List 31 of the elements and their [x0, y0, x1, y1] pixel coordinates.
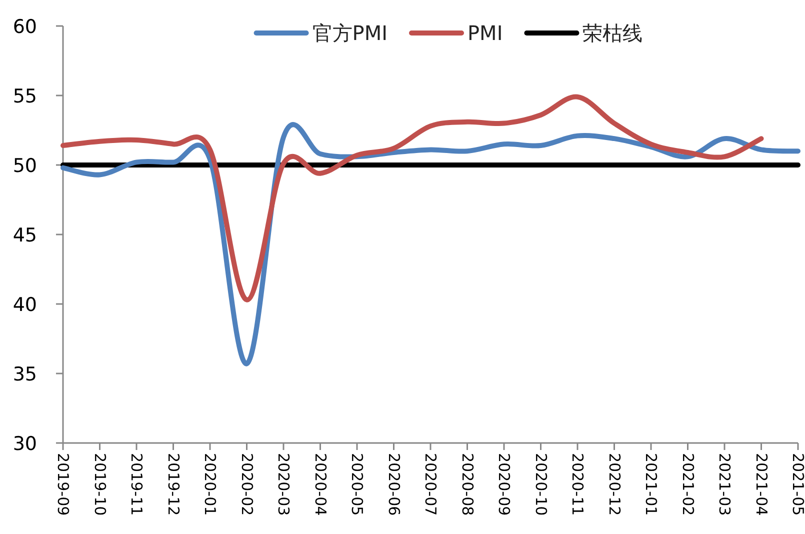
- x-tick-label: 2021-02: [678, 453, 697, 516]
- x-tick-label: 2020-09: [495, 453, 513, 516]
- x-tick-label: 2019-10: [90, 453, 109, 516]
- y-tick-label: 35: [12, 364, 37, 386]
- x-tick-label: 2020-01: [201, 453, 219, 516]
- x-tick-label: 2020-07: [422, 453, 440, 516]
- y-tick-label: 55: [12, 86, 37, 108]
- x-tick-label: 2021-03: [716, 453, 734, 516]
- x-tick-label: 2020-04: [311, 453, 330, 516]
- x-tick-label: 2021-04: [752, 453, 770, 516]
- x-tick-label: 2020-06: [384, 453, 403, 516]
- y-tick-label: 45: [12, 224, 37, 246]
- x-tick-label: 2020-12: [605, 453, 624, 516]
- legend-label: 荣枯线: [582, 21, 643, 45]
- x-tick-label: 2021-01: [642, 453, 660, 516]
- x-tick-label: 2020-11: [568, 453, 586, 516]
- x-tick-label: 2020-05: [348, 453, 366, 516]
- y-tick-label: 50: [12, 155, 37, 177]
- legend-label: PMI: [468, 21, 503, 45]
- legend-label: 官方PMI: [312, 21, 388, 45]
- x-tick-label: 2020-08: [458, 453, 476, 516]
- x-tick-label: 2019-11: [128, 453, 146, 516]
- x-tick-label: 2020-10: [532, 453, 550, 516]
- y-tick-label: 40: [12, 294, 37, 316]
- x-tick-label: 2020-03: [274, 453, 292, 516]
- y-tick-label: 60: [12, 16, 37, 38]
- x-tick-label: 2019-09: [54, 453, 72, 516]
- x-tick-label: 2021-05: [789, 453, 805, 516]
- x-tick-label: 2020-02: [238, 453, 256, 516]
- x-tick-label: 2019-12: [164, 453, 182, 516]
- y-tick-label: 30: [12, 433, 37, 455]
